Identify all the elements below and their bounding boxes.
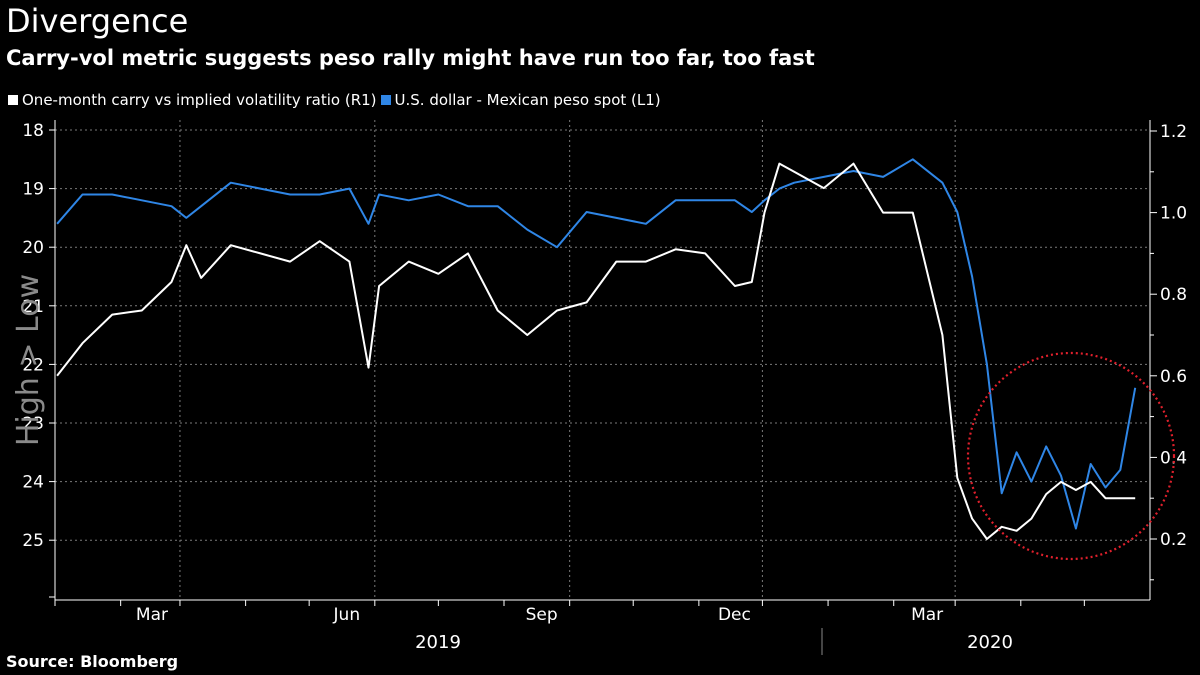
right-tick-label: 0.2 (1160, 530, 1187, 550)
month-label: Dec (718, 605, 751, 625)
axes: 18 19 20 21 22 23 24 25 1.2 1.0 0.8 0.6 0.4 0.2 Mar Jun… (11, 120, 1187, 655)
chart-title: Divergence (6, 2, 189, 40)
legend-item-peso: U.S. dollar - Mexican peso spot (L1) (380, 91, 661, 109)
right-tick-label: 0.6 (1160, 367, 1187, 387)
month-label: Sep (526, 605, 558, 625)
grid (55, 120, 1150, 600)
right-tick-label: 0.8 (1160, 285, 1187, 305)
left-axis-label: High > Low (11, 274, 46, 446)
right-tick-label: 1.2 (1160, 122, 1187, 142)
right-tick-label: 1.0 (1160, 204, 1187, 224)
left-tick-label: 20 (22, 238, 44, 258)
month-label: Jun (333, 605, 361, 625)
legend-label-carry: One-month carry vs implied volatility ra… (22, 91, 377, 109)
chart-subtitle: Carry-vol metric suggests peso rally mig… (6, 46, 815, 70)
annotation-circle (966, 351, 1176, 561)
legend-label-peso: U.S. dollar - Mexican peso spot (L1) (394, 91, 661, 109)
left-tick-label: 21 (22, 297, 44, 317)
month-label: Mar (911, 605, 943, 625)
annotation-layer (966, 351, 1176, 561)
source-note: Source: Bloomberg (6, 652, 179, 671)
legend-item-carry: One-month carry vs implied volatility ra… (8, 91, 377, 109)
carry-vol-line (56, 162, 1136, 540)
series-layer (56, 158, 1137, 540)
legend-swatch-peso (380, 95, 391, 105)
legend-swatch-carry (8, 95, 18, 105)
left-tick-label: 25 (22, 531, 44, 551)
left-tick-label: 18 (22, 121, 44, 141)
legend: One-month carry vs implied volatility ra… (8, 91, 665, 109)
left-tick-label: 22 (22, 355, 44, 375)
month-label: Mar (136, 605, 168, 625)
left-tick-label: 23 (22, 414, 44, 434)
year-label-2019: 2019 (415, 632, 461, 653)
year-label-2020: 2020 (967, 632, 1013, 653)
right-tick-label: 0.4 (1160, 448, 1187, 468)
peso-spot-line (56, 158, 1137, 530)
left-tick-label: 24 (22, 473, 44, 493)
left-tick-label: 19 (22, 180, 44, 200)
